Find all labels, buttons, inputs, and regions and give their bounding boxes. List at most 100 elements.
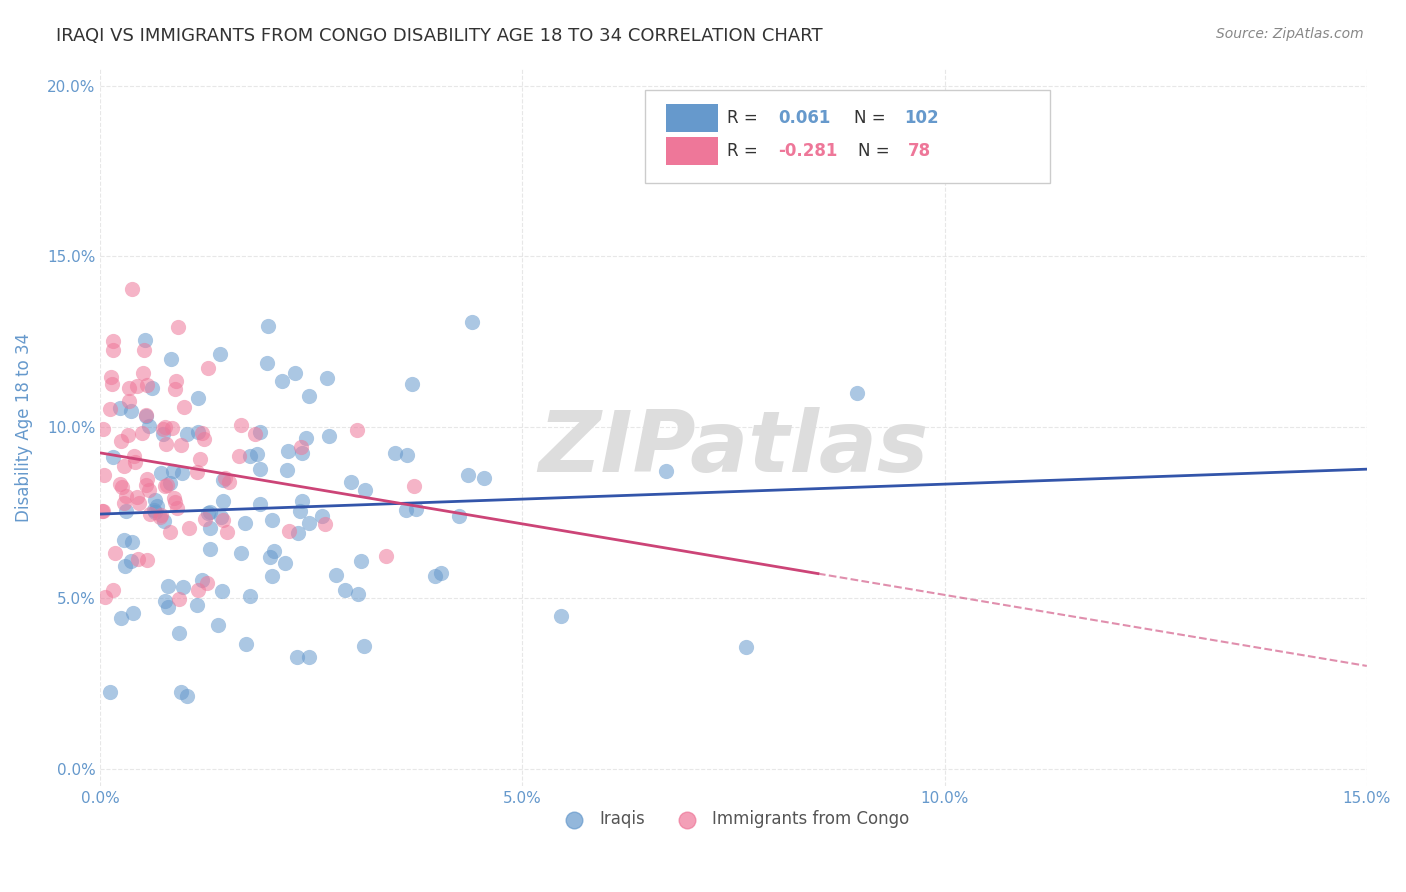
Point <box>108 476 131 491</box>
Point <box>285 650 308 665</box>
FancyBboxPatch shape <box>666 136 718 165</box>
Point <box>239 589 262 603</box>
Point <box>198 521 221 535</box>
Point <box>138 419 160 434</box>
Text: IRAQI VS IMMIGRANTS FROM CONGO DISABILITY AGE 18 TO 34 CORRELATION CHART: IRAQI VS IMMIGRANTS FROM CONGO DISABILIT… <box>56 27 823 45</box>
Text: 78: 78 <box>908 142 931 160</box>
Point <box>114 504 136 518</box>
Point <box>166 500 188 515</box>
Point <box>165 374 187 388</box>
Point <box>186 599 208 613</box>
Point <box>167 626 190 640</box>
Point <box>93 467 115 482</box>
Point <box>447 508 470 523</box>
Point <box>287 525 309 540</box>
Point <box>325 568 347 582</box>
Point <box>404 478 426 492</box>
Point <box>100 370 122 384</box>
Point <box>335 583 357 598</box>
Point <box>260 569 283 583</box>
Point <box>290 440 312 454</box>
Point <box>114 559 136 574</box>
Point <box>157 579 180 593</box>
Point <box>461 315 484 329</box>
Point <box>235 637 257 651</box>
Point <box>231 417 253 432</box>
Point <box>101 334 124 348</box>
Text: R =: R = <box>727 142 758 160</box>
Point <box>103 546 125 560</box>
Point <box>98 401 121 416</box>
Point <box>121 404 143 418</box>
Point <box>311 508 333 523</box>
Point <box>195 576 218 591</box>
Point <box>127 552 149 566</box>
Point <box>401 377 423 392</box>
Point <box>110 434 132 449</box>
Point <box>375 549 398 563</box>
Point <box>172 580 194 594</box>
Point <box>127 379 149 393</box>
Point <box>291 494 314 508</box>
Point <box>139 507 162 521</box>
Point <box>152 514 174 528</box>
Point <box>405 502 427 516</box>
Point <box>172 466 194 480</box>
Point <box>291 446 314 460</box>
Point <box>845 386 868 401</box>
Point <box>284 366 307 380</box>
Point <box>165 382 187 396</box>
Point <box>159 524 181 539</box>
Point <box>238 449 260 463</box>
Point <box>346 423 368 437</box>
Point <box>132 343 155 358</box>
Point <box>212 512 235 526</box>
Point <box>111 480 134 494</box>
Point <box>121 534 143 549</box>
Point <box>145 493 167 508</box>
FancyBboxPatch shape <box>666 103 718 132</box>
Point <box>145 499 167 513</box>
Point <box>157 599 180 614</box>
Point <box>160 352 183 367</box>
Point <box>187 425 209 439</box>
Point <box>194 512 217 526</box>
Point <box>278 524 301 538</box>
Point <box>193 432 215 446</box>
Point <box>153 594 176 608</box>
Point <box>259 550 281 565</box>
Point <box>101 343 124 357</box>
Point <box>208 347 231 361</box>
Point <box>318 429 340 443</box>
Point <box>112 495 135 509</box>
Point <box>276 463 298 477</box>
Point <box>101 583 124 598</box>
Point <box>135 477 157 491</box>
Point <box>256 318 278 333</box>
Legend: Iraqis, Immigrants from Congo: Iraqis, Immigrants from Congo <box>551 804 915 835</box>
Text: N =: N = <box>858 142 889 160</box>
Point <box>314 516 336 531</box>
Point <box>262 513 284 527</box>
Text: 102: 102 <box>904 109 939 127</box>
Point <box>124 449 146 463</box>
Point <box>149 509 172 524</box>
Point <box>110 401 132 416</box>
Point <box>135 408 157 422</box>
Point <box>152 427 174 442</box>
Point <box>395 502 418 516</box>
Point <box>98 684 121 698</box>
Point <box>132 366 155 380</box>
Point <box>135 409 157 423</box>
Point <box>131 425 153 440</box>
Point <box>288 504 311 518</box>
Point <box>149 466 172 480</box>
Point <box>167 591 190 606</box>
Point <box>734 640 756 655</box>
Point <box>191 426 214 441</box>
Point <box>190 452 212 467</box>
Point <box>233 516 256 530</box>
Point <box>169 685 191 699</box>
Point <box>176 426 198 441</box>
Point <box>155 437 177 451</box>
